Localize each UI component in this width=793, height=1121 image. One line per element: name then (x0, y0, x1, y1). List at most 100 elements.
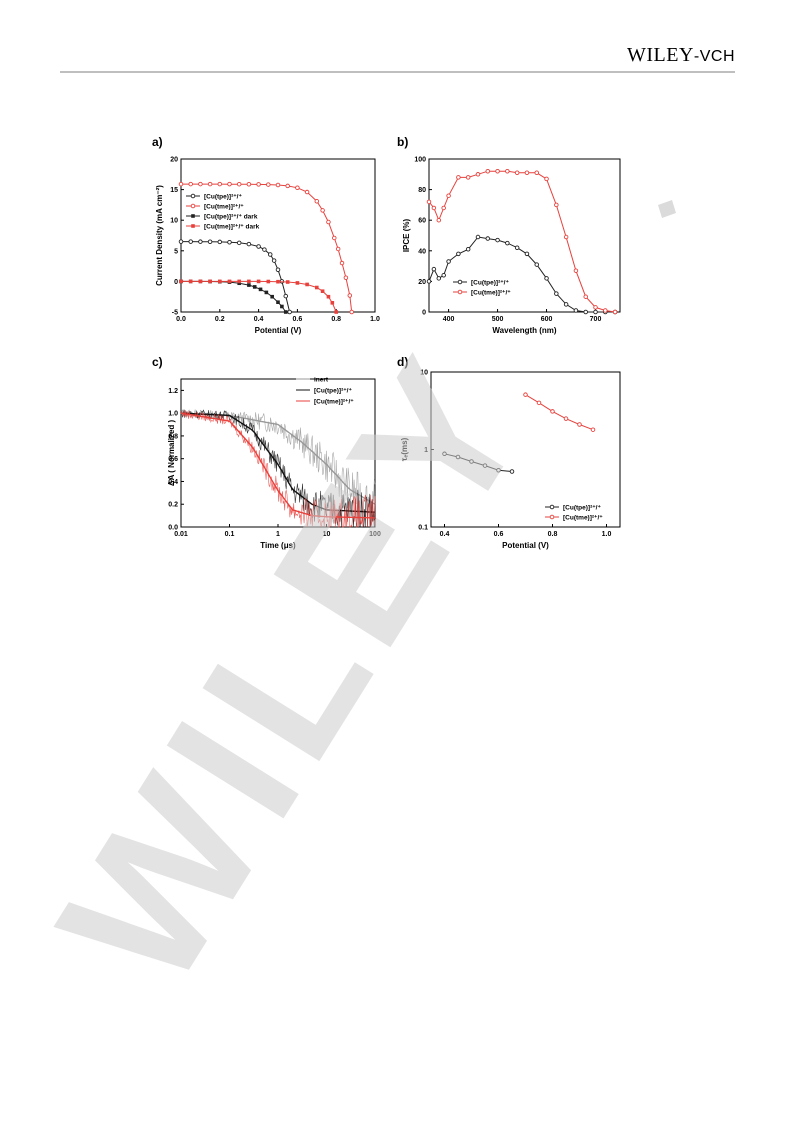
plot-frame (428, 158, 621, 313)
data-point (247, 279, 251, 284)
data-point (455, 454, 461, 460)
data-point (431, 266, 437, 272)
watermark-fragment (658, 200, 676, 218)
panel-label: a) (152, 135, 163, 149)
data-point (536, 400, 542, 406)
data-point (573, 268, 579, 273)
x-tick-label: 0.6 (494, 531, 504, 538)
x-tick-label: 0.1 (225, 531, 235, 538)
data-point (603, 308, 608, 313)
legend-marker (549, 514, 555, 520)
y-tick-label: 5 (174, 248, 178, 255)
data-point (266, 279, 271, 284)
chart-a: a) 0.0 0.2 0.4 0.6 0.8 1.0 -5 0 5 10 15 20 Potential … (152, 135, 380, 335)
data-point (275, 267, 281, 273)
data-point (276, 300, 280, 305)
y-tick-label: 0.2 (168, 502, 178, 509)
data-point (304, 189, 310, 195)
plot-frame (180, 158, 376, 313)
series-line (444, 453, 513, 472)
series-line (525, 394, 594, 431)
data-point (236, 240, 242, 246)
y-tick-label: 0.0 (168, 525, 178, 532)
data-point (198, 181, 203, 187)
x-tick-label: 10 (323, 531, 331, 538)
publisher-suffix: -VCH (693, 48, 735, 65)
x-tick-label: 0.4 (254, 316, 264, 323)
data-point (590, 427, 596, 432)
data-point (583, 309, 588, 315)
data-point (320, 289, 325, 293)
data-point (258, 287, 263, 292)
y-tick-label: 20 (418, 279, 426, 286)
x-tick-label: 1.0 (602, 531, 612, 538)
data-point (347, 293, 353, 298)
data-point (544, 276, 549, 281)
data-point (270, 294, 274, 299)
data-point (227, 239, 232, 245)
legend-marker (191, 224, 195, 228)
y-tick-label: 0.4 (168, 479, 178, 486)
x-tick-label: 700 (590, 316, 602, 323)
data-point (283, 293, 289, 299)
data-point (339, 260, 345, 266)
data-point (436, 217, 442, 223)
data-point (554, 291, 559, 296)
data-point (285, 183, 290, 189)
data-point (237, 281, 241, 286)
data-point (465, 175, 471, 180)
legend-label: [Cu(tpe)]²⁺/⁺ dark (204, 213, 258, 220)
legend-marker (191, 214, 195, 218)
legend-marker (457, 289, 463, 295)
y-axis-label: τₑ(ms) (400, 437, 409, 461)
x-axis-label: Potential (V) (255, 326, 302, 335)
data-point (179, 279, 183, 284)
data-point (485, 168, 491, 174)
x-axis-label: Wavelength (nm) (492, 326, 556, 335)
data-point (514, 245, 520, 250)
legend-marker (190, 193, 196, 199)
data-point (287, 309, 292, 315)
legend-label: [Cu(tme)]²⁺/⁺ (563, 514, 603, 521)
x-tick-label: 100 (369, 531, 381, 538)
series-fit-line (180, 412, 376, 519)
data-point (495, 168, 500, 174)
data-point (280, 304, 284, 309)
y-tick-label: 40 (418, 248, 426, 255)
data-point (534, 170, 539, 176)
data-point (285, 280, 290, 284)
data-point (534, 262, 539, 267)
data-point (271, 258, 277, 263)
series-line (428, 170, 616, 313)
header-rule (60, 71, 735, 73)
data-point (264, 290, 269, 295)
y-axis-label: IPCE (%) (402, 219, 411, 253)
data-point (256, 244, 261, 249)
data-point (188, 181, 193, 187)
series-line (181, 280, 337, 313)
data-point (442, 451, 447, 457)
y-tick-label: 20 (170, 157, 178, 164)
data-point (218, 279, 222, 284)
data-point (456, 175, 461, 180)
data-point (237, 279, 241, 284)
data-point (256, 182, 261, 187)
legend-marker (190, 203, 196, 209)
x-axis-label: Time (μs) (260, 541, 296, 550)
data-point (314, 198, 320, 204)
data-point (208, 279, 212, 284)
y-axis-label: ΔA ( Normalized ) (167, 419, 176, 486)
y-tick-label: 15 (170, 187, 178, 194)
data-point (276, 279, 280, 284)
data-point (343, 275, 349, 280)
series-noise (180, 410, 376, 528)
panel-label: c) (152, 355, 163, 369)
y-tick-label: 0 (174, 279, 178, 286)
data-point (482, 463, 488, 468)
chart-b: b) 400 500 600 700 0 20 40 60 80 100 Wavelength (nm… (397, 135, 621, 335)
y-tick-label: 0.1 (418, 525, 428, 532)
data-point (246, 241, 252, 247)
y-tick-label: 0 (422, 310, 426, 317)
y-tick-label: 0.6 (168, 456, 178, 463)
data-point (593, 309, 598, 315)
